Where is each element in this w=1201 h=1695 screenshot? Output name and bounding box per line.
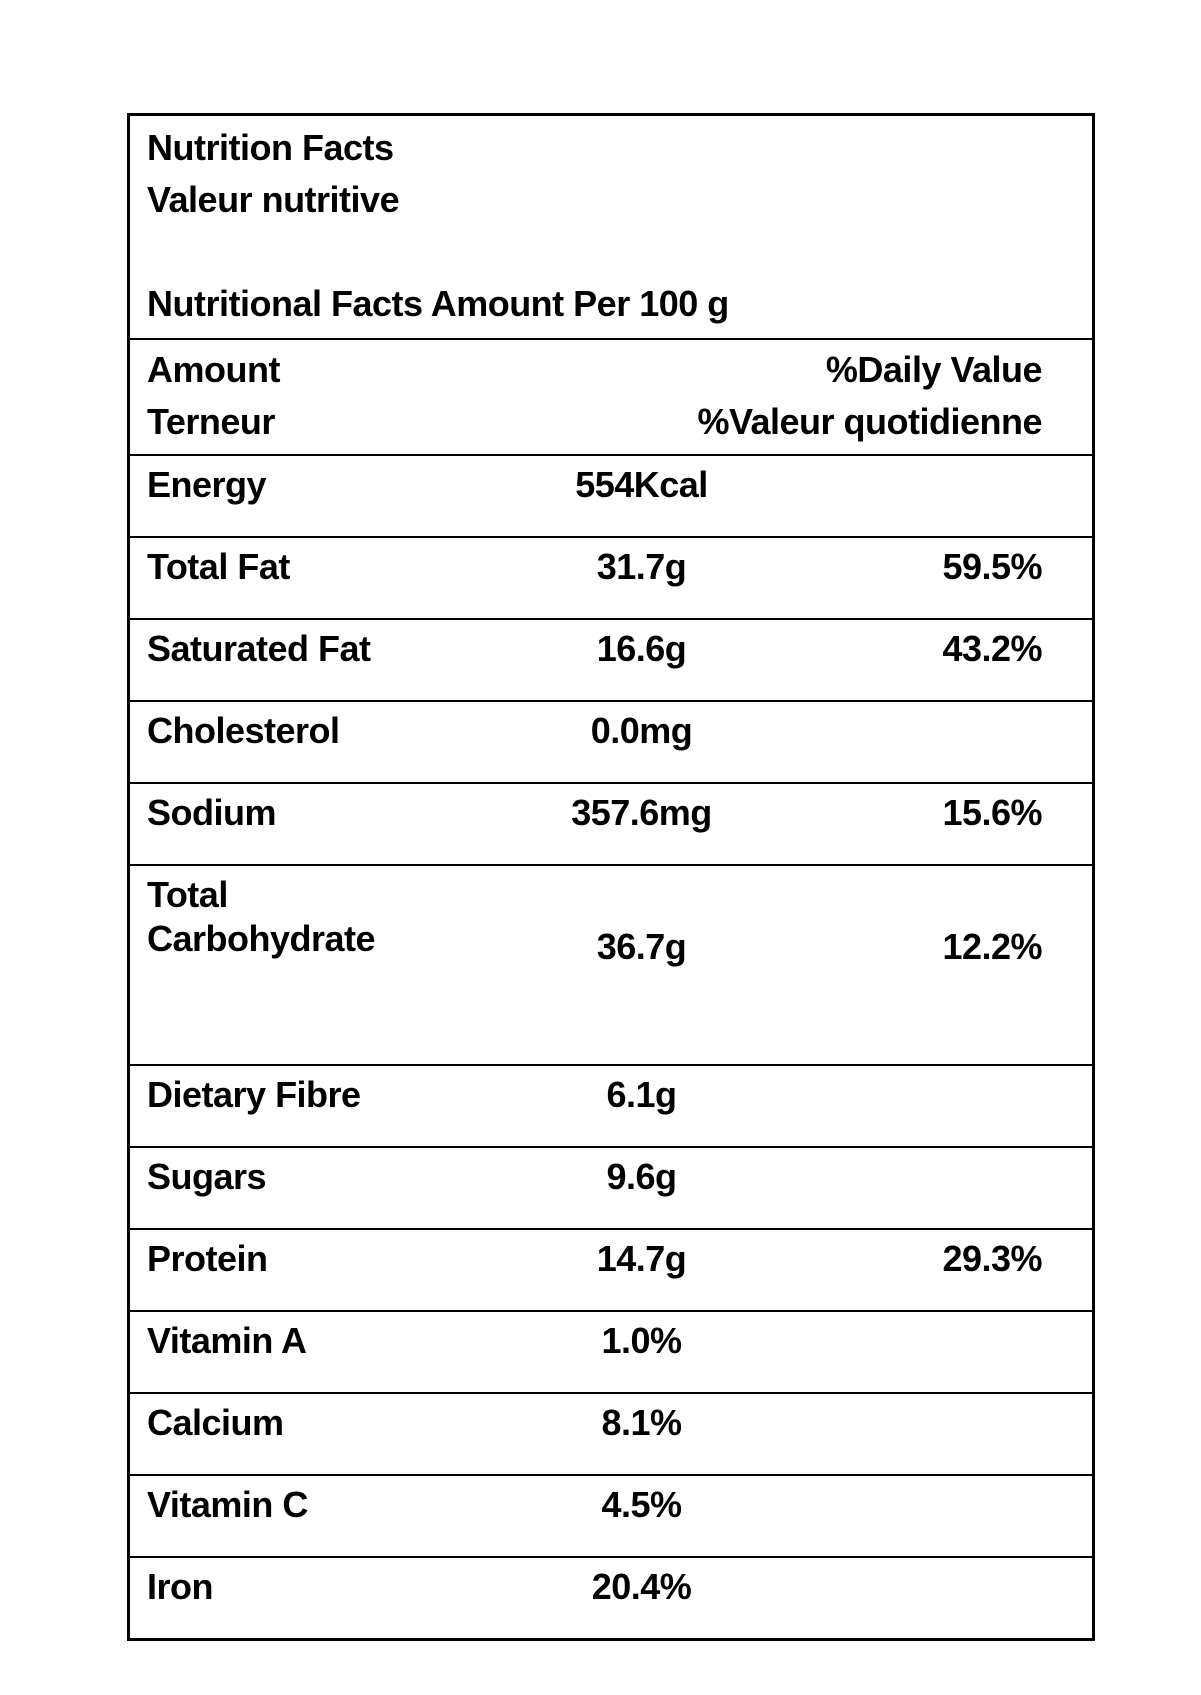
nutrient-name: Protein — [128, 1229, 482, 1312]
nutrient-amount: 14.7g — [481, 1229, 802, 1312]
nutrient-name: Iron — [147, 1566, 214, 1607]
row-total-fat: Total Fat 31.7g 59.5% — [128, 537, 1094, 620]
nutrient-name: Dietary Fibre — [128, 1065, 482, 1148]
nutrient-name: Total Fat — [128, 537, 482, 620]
nutrient-amount: 357.6mg — [481, 783, 802, 866]
nutrient-amount: 31.7g — [481, 537, 802, 620]
nutrient-amount: 1.0% — [481, 1311, 802, 1394]
nutrient-name: Calcium — [128, 1393, 482, 1476]
header-row: Amount Terneur %Daily Value %Valeur quot… — [128, 339, 1094, 456]
row-vitamin-a: Vitamin A 1.0% — [128, 1311, 1094, 1394]
nutrient-name: Cholesterol — [128, 701, 482, 784]
row-vitamin-c: Vitamin C 4.5% — [128, 1475, 1094, 1558]
nutrient-amount: 554Kcal — [481, 455, 802, 538]
nutrient-dv — [801, 701, 1094, 784]
title-fr: Valeur nutritive — [147, 179, 400, 220]
nutrient-amount: 20.4% — [591, 1566, 692, 1607]
row-protein: Protein 14.7g 29.3% — [128, 1229, 1094, 1312]
row-energy: Energy 554Kcal — [128, 455, 1094, 538]
row-saturated-fat: Saturated Fat 16.6g 43.2% — [128, 619, 1094, 702]
nutrient-amount: 9.6g — [481, 1147, 802, 1230]
serving-line: Nutritional Facts Amount Per 100 g — [147, 283, 729, 324]
nutrient-dv: 59.5% — [801, 537, 1094, 620]
header-dv-fr: %Valeur quotidienne — [697, 401, 1043, 442]
nutrient-name-line1: Total — [147, 874, 228, 915]
header-dv-cell: %Daily Value %Valeur quotidienne — [481, 339, 1094, 456]
row-cholesterol: Cholesterol 0.0mg — [128, 701, 1094, 784]
row-sugars: Sugars 9.6g — [128, 1147, 1094, 1230]
nutrient-dv — [802, 1557, 1094, 1640]
nutrient-name-line2: Carbohydrate — [147, 918, 376, 959]
row-sodium: Sodium 357.6mg 15.6% — [128, 783, 1094, 866]
header-amount-en: Amount — [147, 349, 280, 390]
header-amount-fr: Terneur — [147, 401, 275, 442]
nutrient-name: Vitamin A — [128, 1311, 482, 1394]
nutrient-amount: 0.0mg — [481, 701, 802, 784]
nutrient-dv — [801, 1065, 1094, 1148]
nutrient-amount: 36.7g — [481, 865, 802, 1066]
nutrient-amount: 4.5% — [481, 1475, 802, 1558]
nutrient-name: Energy — [128, 455, 482, 538]
nutrient-dv — [801, 455, 1094, 538]
nutrient-amount: 8.1% — [481, 1393, 802, 1476]
nutrient-dv — [801, 1311, 1094, 1394]
nutrition-facts-table: Nutrition Facts Valeur nutritive Nutriti… — [127, 113, 1096, 1641]
nutrient-amount: 16.6g — [481, 619, 802, 702]
nutrient-dv: 12.2% — [801, 865, 1094, 1066]
header-amount-cell: Amount Terneur — [128, 339, 482, 456]
nutrient-dv: 15.6% — [801, 783, 1094, 866]
nutrient-dv: 29.3% — [801, 1229, 1094, 1312]
row-dietary-fibre: Dietary Fibre 6.1g — [128, 1065, 1094, 1148]
row-total-carbohydrate: Total Carbohydrate 36.7g 12.2% — [128, 865, 1094, 1066]
nutrient-amount: 6.1g — [481, 1065, 802, 1148]
nutrient-name: Sugars — [128, 1147, 482, 1230]
nutrient-dv — [801, 1393, 1094, 1476]
nutrient-name: Saturated Fat — [128, 619, 482, 702]
nutrient-dv — [801, 1475, 1094, 1558]
title-en: Nutrition Facts — [147, 127, 394, 168]
nutrient-dv: 43.2% — [801, 619, 1094, 702]
nutrient-name: Total Carbohydrate — [128, 865, 482, 1066]
nutrient-dv — [801, 1147, 1094, 1230]
nutrient-name: Vitamin C — [128, 1475, 482, 1558]
row-calcium: Calcium 8.1% — [128, 1393, 1094, 1476]
nutrient-name: Sodium — [128, 783, 482, 866]
header-dv-en: %Daily Value — [825, 349, 1043, 390]
title-spacer — [147, 226, 1092, 278]
title-row: Nutrition Facts Valeur nutritive Nutriti… — [128, 114, 1094, 340]
row-iron: Iron 20.4% — [129, 1557, 1094, 1640]
title-cell: Nutrition Facts Valeur nutritive Nutriti… — [128, 114, 1094, 340]
